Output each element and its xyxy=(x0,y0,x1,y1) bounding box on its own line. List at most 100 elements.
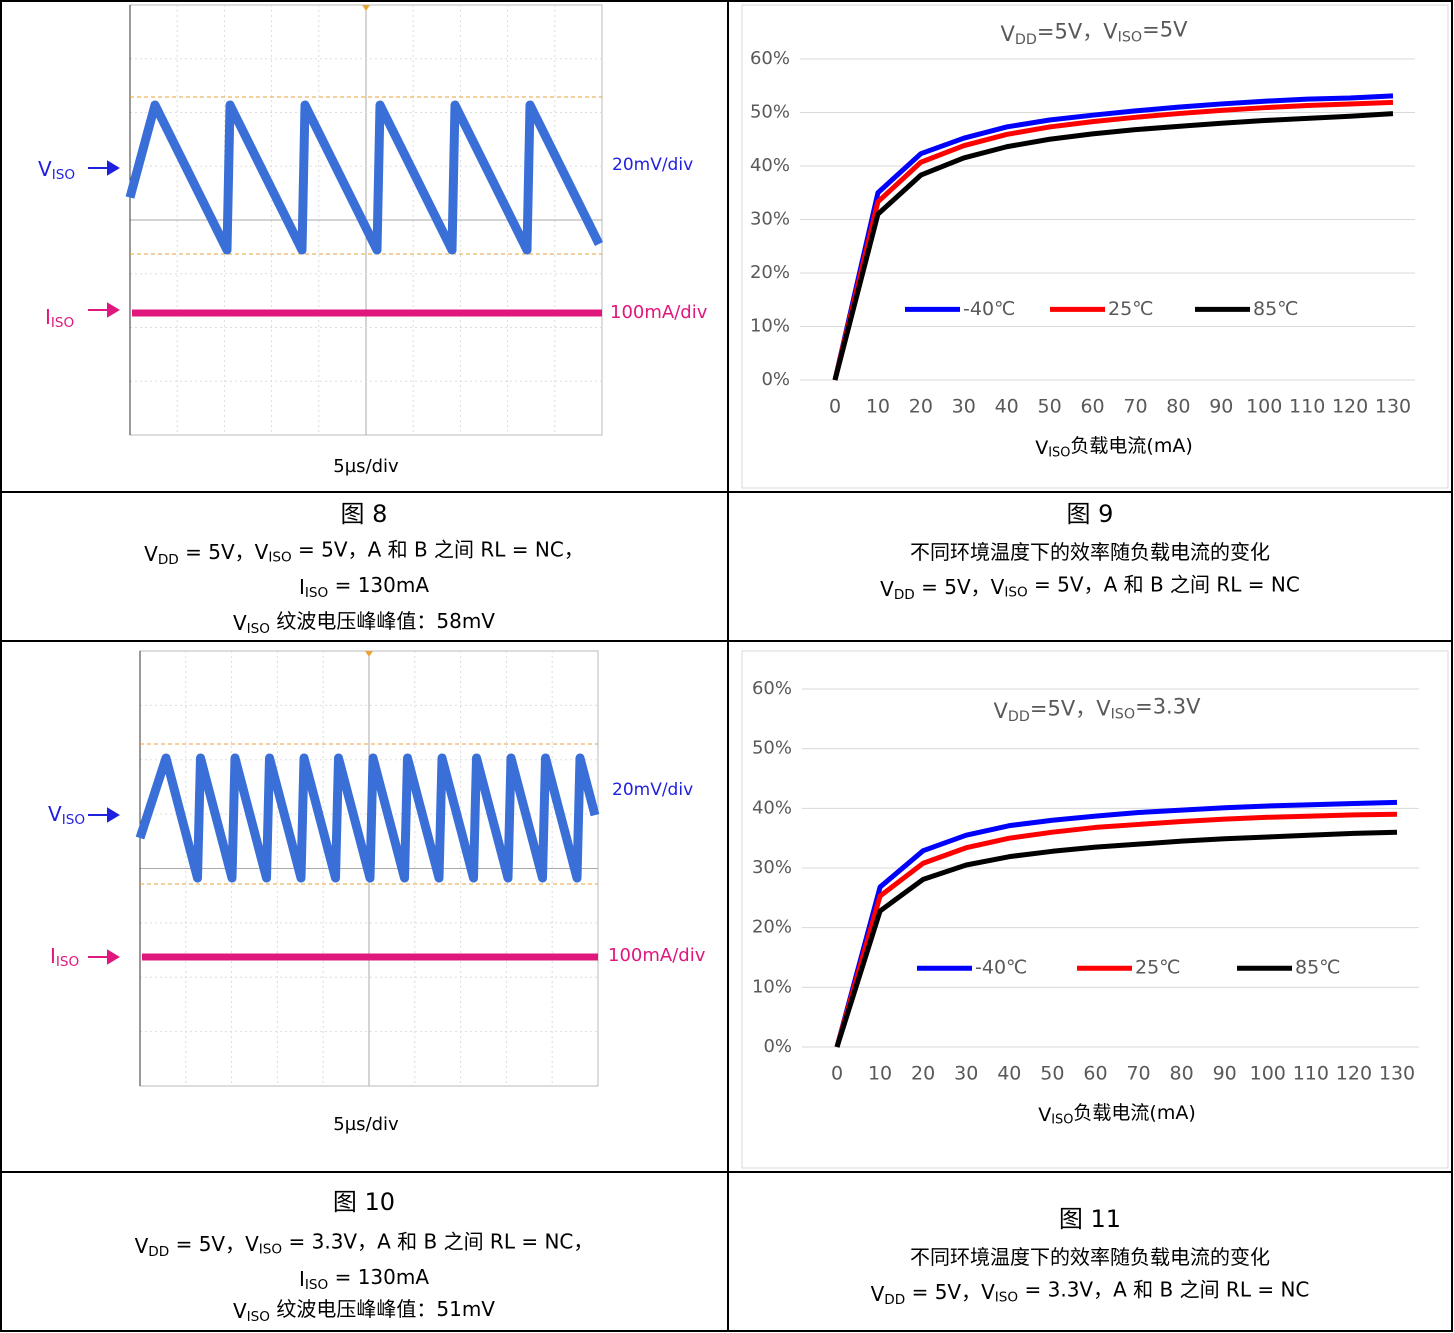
y-tick-label: 40% xyxy=(750,155,790,176)
x-tick-label: 20 xyxy=(911,1063,935,1085)
text-segment: 不同环境温度下的效率随负载电流的变化 xyxy=(910,1245,1270,1269)
y-tick-label: 30% xyxy=(752,857,792,878)
caption-line: VISO 纹波电压峰峰值：58mV xyxy=(233,608,495,637)
subscript: ISO xyxy=(62,812,85,828)
voltage-scale: 20mV/div xyxy=(612,155,693,175)
voltage-arrow xyxy=(88,809,118,821)
subscript: ISO xyxy=(268,550,291,566)
x-tick-label: 30 xyxy=(952,396,976,418)
caption-line: IISO = 130mA xyxy=(299,1264,429,1293)
legend-label: 85℃ xyxy=(1253,298,1299,320)
page: VISO20mV/divIISO100mA/div5µs/divVISO20mV… xyxy=(0,0,1454,1333)
caption-line: IISO = 130mA xyxy=(299,572,429,601)
x-tick-label: 50 xyxy=(1038,396,1062,418)
x-tick-label: 90 xyxy=(1213,1063,1237,1085)
x-tick-label: 120 xyxy=(1336,1063,1372,1085)
figure-number: 图 8 xyxy=(341,500,388,528)
x-tick-label: 60 xyxy=(1083,1063,1107,1085)
x-tick-label: 60 xyxy=(1080,396,1104,418)
current-scale: 100mA/div xyxy=(610,302,708,323)
text-segment: = 5V，A 和 B 之间 RL = NC xyxy=(1028,572,1300,596)
text-segment: =5V，V xyxy=(1037,20,1118,44)
x-tick-label: 80 xyxy=(1170,1063,1194,1085)
text-segment: = 5V，V xyxy=(169,1231,259,1255)
time-scale: 5µs/div xyxy=(333,456,399,477)
x-tick-label: 40 xyxy=(997,1063,1021,1085)
subscript: DD xyxy=(884,1292,905,1308)
text-segment: V xyxy=(1035,437,1048,459)
text-segment: = 130mA xyxy=(328,1264,429,1288)
subscript: ISO xyxy=(52,167,75,183)
y-tick-label: 60% xyxy=(752,678,792,699)
y-tick-label: 20% xyxy=(750,262,790,283)
subscript: DD xyxy=(158,552,179,568)
legend-label: -40℃ xyxy=(963,298,1015,320)
text-segment: V xyxy=(871,1282,885,1306)
voltage-label: VISO xyxy=(48,802,85,828)
current-label: IISO xyxy=(50,944,79,970)
text-segment: = 5V，V xyxy=(179,539,269,563)
text-segment: = 3.3V，A 和 B 之间 RL = NC xyxy=(1018,1277,1309,1301)
text-segment: =5V xyxy=(1142,17,1188,41)
caption-line: 不同环境温度下的效率随负载电流的变化 xyxy=(910,540,1270,564)
text-segment: = 130mA xyxy=(328,572,429,596)
text-segment: V xyxy=(1038,1104,1051,1126)
x-tick-label: 80 xyxy=(1166,396,1190,418)
text-segment: V xyxy=(994,699,1009,723)
caption-line: VDD = 5V，VISO = 5V，A 和 B 之间 RL = NC， xyxy=(144,537,584,568)
x-tick-label: 20 xyxy=(909,396,933,418)
subscript: DD xyxy=(1015,32,1037,48)
text-segment: =5V，V xyxy=(1030,697,1111,721)
text-segment: 负载电流(mA) xyxy=(1073,1101,1195,1123)
subscript: ISO xyxy=(1004,585,1027,601)
y-tick-label: 50% xyxy=(750,102,790,123)
y-tick-label: 0% xyxy=(763,1036,792,1057)
x-tick-label: 110 xyxy=(1293,1063,1329,1085)
y-tick-label: 10% xyxy=(752,976,792,997)
caption-line: VDD = 5V，VISO = 3.3V，A 和 B 之间 RL = NC， xyxy=(135,1229,594,1260)
x-tick-label: 130 xyxy=(1375,396,1411,418)
legend-label: -40℃ xyxy=(975,957,1027,979)
figure-number: 图 11 xyxy=(1059,1205,1121,1233)
legend-label: 25℃ xyxy=(1135,957,1181,979)
caption-line: VDD = 5V，VISO = 3.3V，A 和 B 之间 RL = NC xyxy=(871,1277,1310,1308)
text-segment: V xyxy=(880,577,894,601)
subscript: ISO xyxy=(1118,30,1143,46)
series-line xyxy=(837,814,1397,1047)
text-segment: V xyxy=(38,157,52,181)
x-tick-label: 110 xyxy=(1289,396,1325,418)
y-tick-label: 20% xyxy=(752,917,792,938)
text-segment: 不同环境温度下的效率随负载电流的变化 xyxy=(910,540,1270,564)
x-axis-title: VISO负载电流(mA) xyxy=(1035,434,1193,460)
caption-line: VDD = 5V，VISO = 5V，A 和 B 之间 RL = NC xyxy=(880,572,1300,603)
text-segment: V xyxy=(48,802,62,826)
chart-title: VDD=5V，VISO=3.3V xyxy=(994,694,1202,725)
y-tick-label: 10% xyxy=(750,316,790,337)
y-tick-label: 50% xyxy=(752,738,792,759)
text-segment: = 5V，A 和 B 之间 RL = NC， xyxy=(292,537,584,561)
subscript: ISO xyxy=(51,315,74,331)
x-tick-label: 50 xyxy=(1040,1063,1064,1085)
subscript: ISO xyxy=(995,1290,1018,1306)
text-segment: 纹波电压峰峰值：58mV xyxy=(270,608,495,632)
text-segment: 纹波电压峰峰值：51mV xyxy=(270,1296,495,1320)
voltage-label: VISO xyxy=(38,157,75,183)
y-tick-label: 40% xyxy=(752,797,792,818)
subscript: ISO xyxy=(1048,445,1070,460)
voltage-scale: 20mV/div xyxy=(612,780,693,800)
subscript: ISO xyxy=(56,954,79,970)
subscript: DD xyxy=(894,587,915,603)
current-scale: 100mA/div xyxy=(608,945,706,966)
text-segment: =3.3V xyxy=(1135,694,1201,718)
series-line xyxy=(835,96,1393,380)
x-tick-label: 0 xyxy=(831,1063,843,1085)
series-line xyxy=(837,802,1397,1047)
y-tick-label: 60% xyxy=(750,48,790,69)
x-tick-label: 30 xyxy=(954,1063,978,1085)
series-line xyxy=(835,102,1393,380)
subscript: ISO xyxy=(247,1309,270,1325)
text-segment: = 3.3V，A 和 B 之间 RL = NC， xyxy=(282,1229,593,1253)
chart-title: VDD=5V，VISO=5V xyxy=(1001,17,1189,48)
x-tick-label: 40 xyxy=(995,396,1019,418)
current-label: IISO xyxy=(45,305,74,331)
